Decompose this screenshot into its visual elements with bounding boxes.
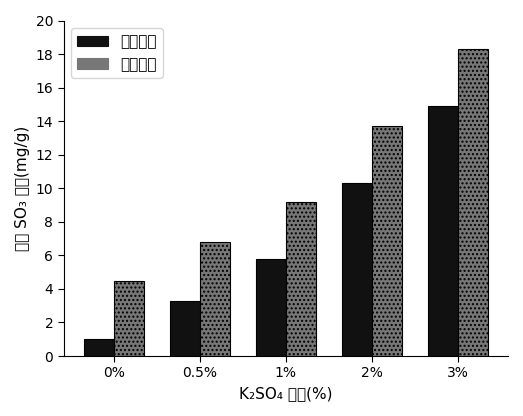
Bar bbox=[84, 339, 114, 356]
Y-axis label: 溶出 SO₃ 含量(mg/g): 溶出 SO₃ 含量(mg/g) bbox=[15, 126, 30, 251]
Bar bbox=[114, 280, 144, 356]
Bar bbox=[428, 106, 458, 356]
Bar bbox=[286, 202, 316, 356]
Bar bbox=[200, 242, 230, 356]
Bar bbox=[458, 49, 488, 356]
Bar bbox=[342, 183, 372, 356]
Bar bbox=[256, 259, 286, 356]
X-axis label: K₂SO₄ 渗量(%): K₂SO₄ 渗量(%) bbox=[239, 386, 333, 401]
Legend: 熟料样品, 水泥样品: 熟料样品, 水泥样品 bbox=[71, 28, 163, 78]
Bar bbox=[170, 301, 200, 356]
Bar bbox=[372, 126, 402, 356]
